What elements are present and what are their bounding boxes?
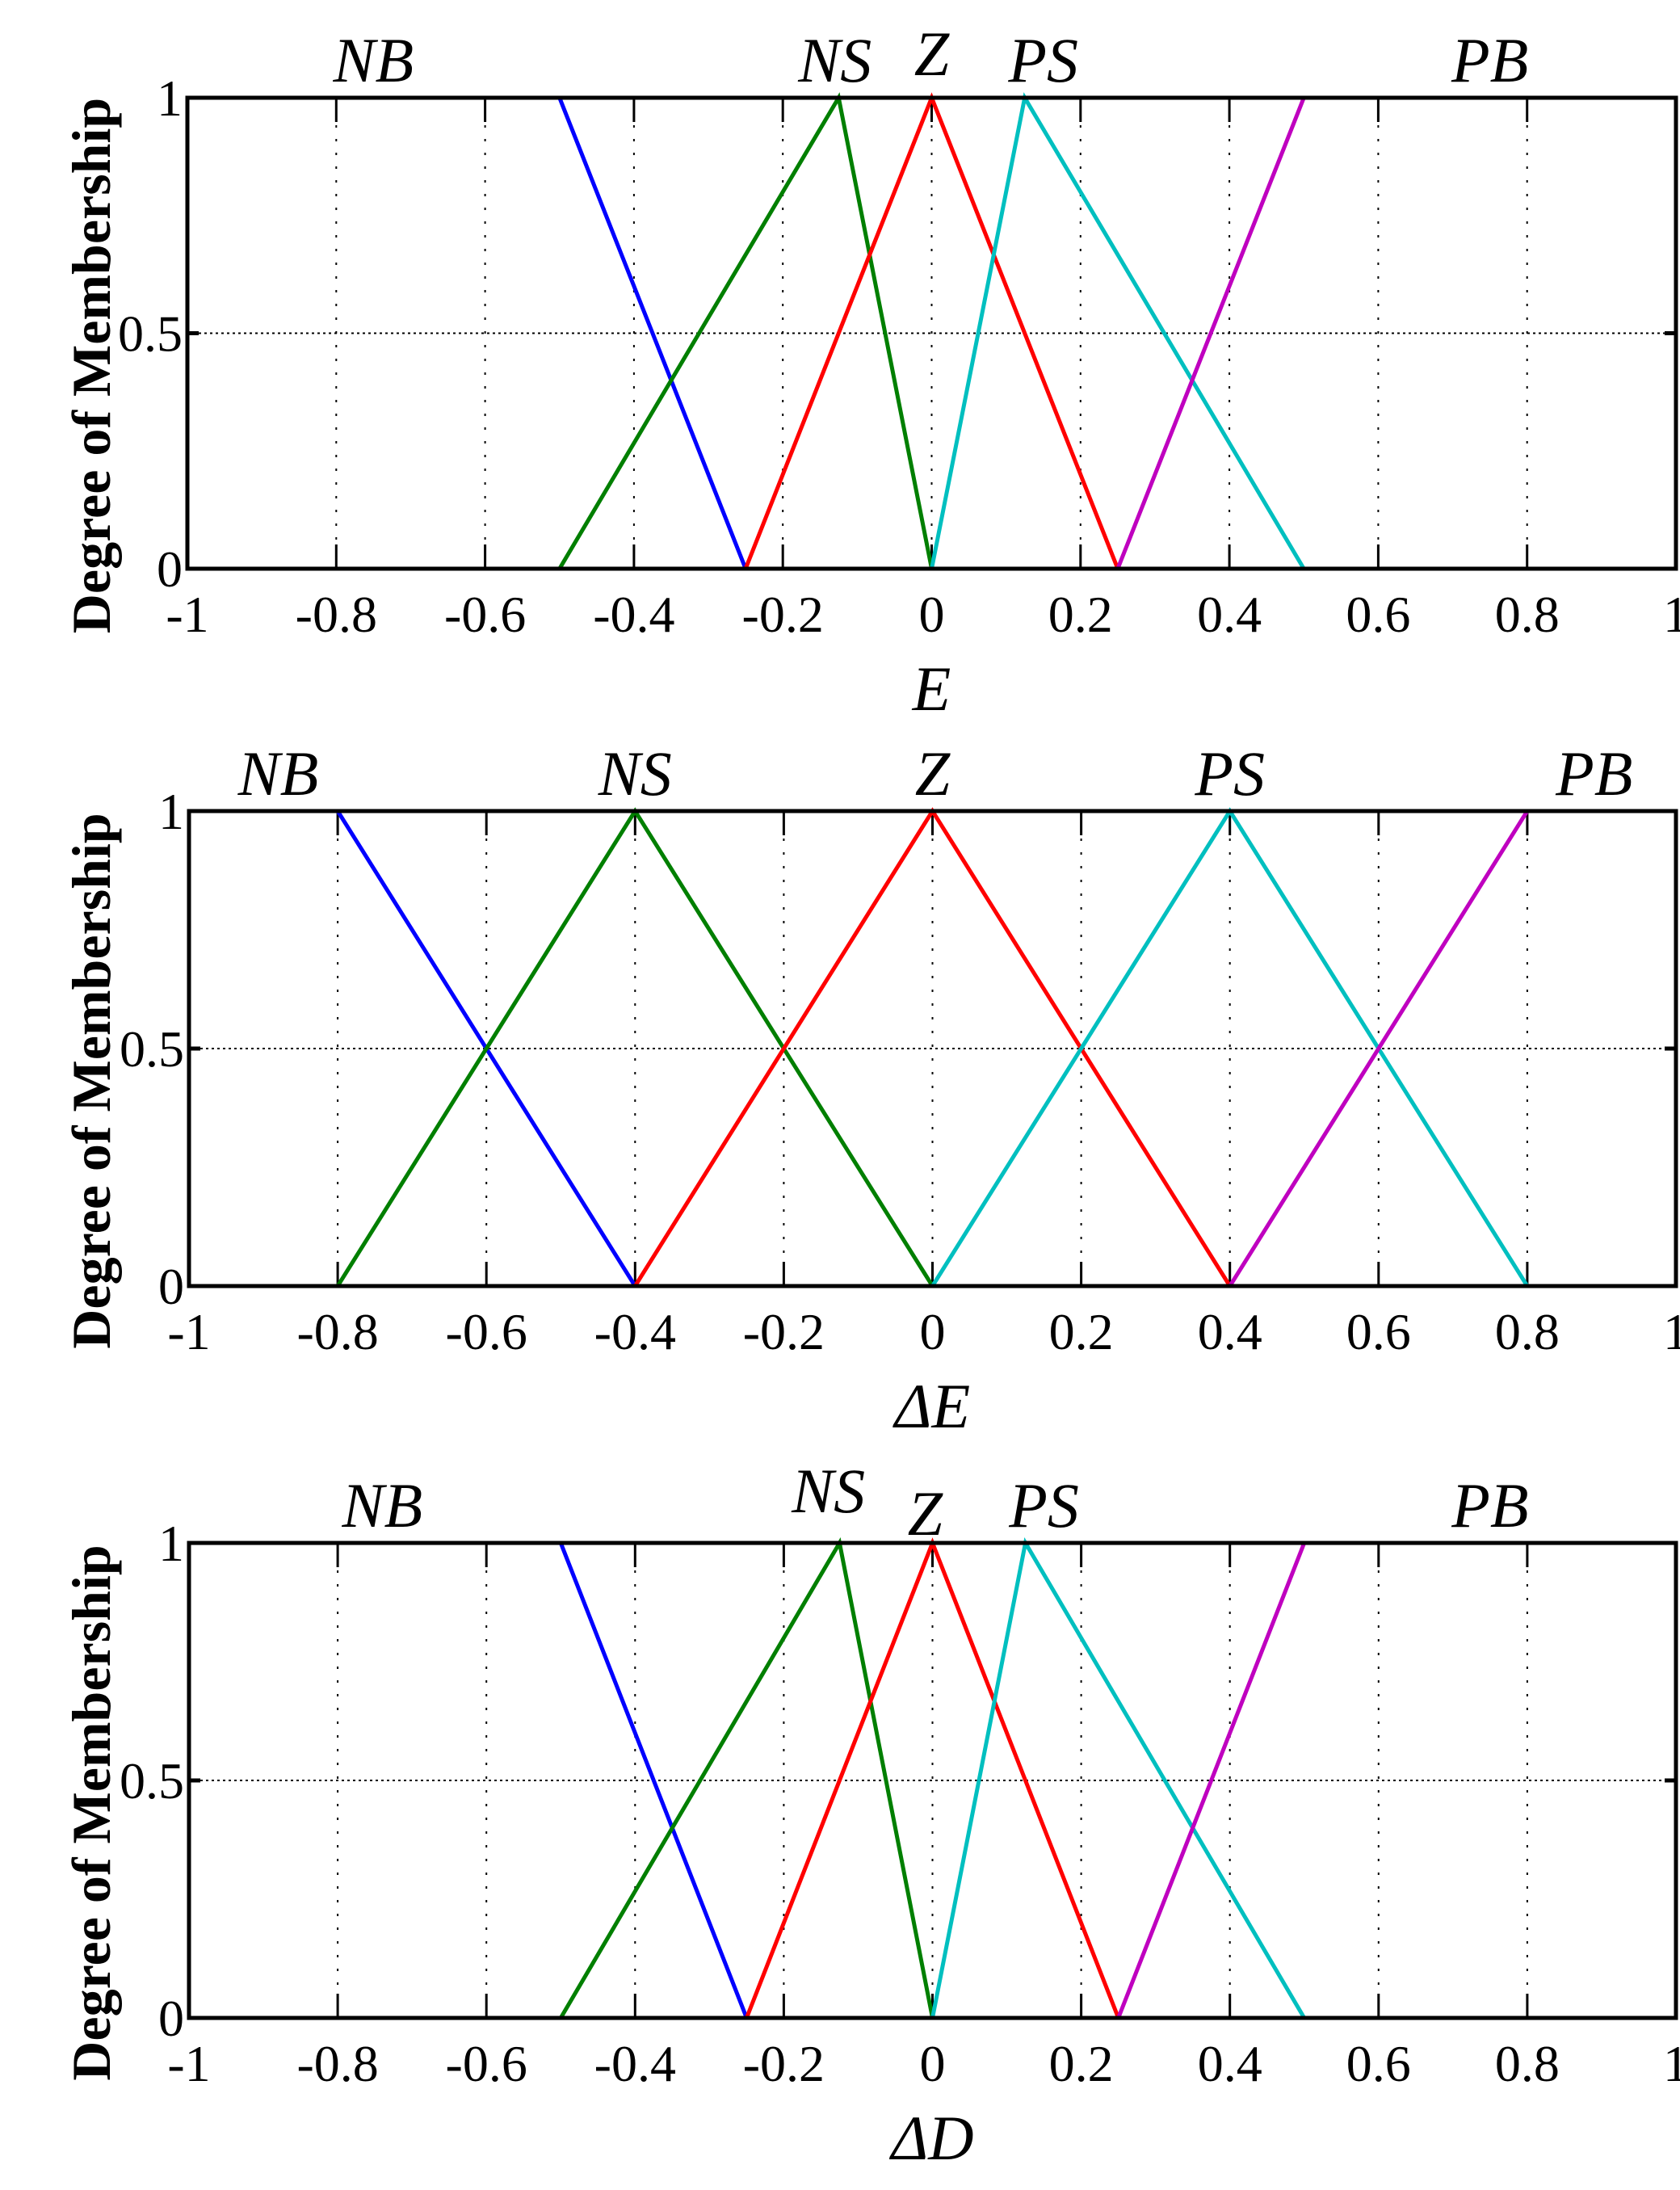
series-label-pb: PB: [1451, 25, 1528, 95]
x-tick-label: 0.6: [1346, 2035, 1411, 2092]
x-tick-label: -0.2: [743, 2035, 825, 2092]
x-tick-label: -0.6: [444, 586, 526, 643]
x-tick-label: 0.2: [1048, 586, 1113, 643]
chart-panel-2: -1 -0.8 -0.6 -0.4 -0.2 0 0.2 0.4 0.6 0.8 1 0 0.5 1 NB N…: [61, 738, 1680, 1441]
x-tick-label: 0.8: [1495, 586, 1560, 643]
x-tick-label: -0.4: [594, 1303, 676, 1360]
y-axis-label: Degree of Membership: [61, 98, 122, 633]
y-tick-label: 1: [158, 1515, 184, 1572]
x-tick-label: -0.4: [594, 2035, 676, 2092]
y-tick-label: 0.5: [120, 1752, 184, 1810]
series-label-nb: NB: [333, 25, 414, 95]
x-axis-label: ΔE: [892, 1371, 970, 1441]
chart-panel-1: -1 -0.8 -0.6 -0.4 -0.2 0 0.2 0.4 0.6 0.8 1 0 0.5 1 NB N…: [61, 19, 1680, 724]
x-tick-label: -1: [167, 1303, 210, 1360]
x-tick-label: -0.8: [296, 2035, 378, 2092]
series-label-nb: NB: [237, 738, 319, 809]
y-tick-label: 1: [158, 783, 184, 840]
y-tick-label: 0.5: [118, 305, 183, 363]
x-tick-label: 0.8: [1495, 1303, 1560, 1360]
axes-frame: [185, 95, 1678, 571]
x-tick-label: 1: [1663, 586, 1680, 643]
y-tick-label: 0.5: [120, 1020, 184, 1078]
y-tick-label: 0: [158, 1258, 184, 1315]
x-tick-label: -0.6: [446, 1303, 527, 1360]
y-axis-label: Degree of Membership: [61, 813, 122, 1348]
x-axis-label: ΔD: [888, 2103, 973, 2173]
x-tick-label: 0.2: [1049, 1303, 1114, 1360]
series-line-pb: [189, 1541, 1676, 2020]
series-line-ps: [189, 1537, 1676, 2020]
series-label-z: Z: [915, 738, 951, 809]
chart-panel-3: -1 -0.8 -0.6 -0.4 -0.2 0 0.2 0.4 0.6 0.8 1 0 0.5 1 NB N…: [61, 1456, 1680, 2173]
series-line-pb: [189, 809, 1676, 1288]
x-tick-label: -0.8: [296, 1303, 378, 1360]
series-label-ns: NS: [791, 1456, 865, 1526]
series-label-ps: PS: [1007, 25, 1078, 95]
x-tick-label: -0.8: [296, 586, 377, 643]
series-line-nb: [189, 809, 1676, 1288]
x-tick-label: 1: [1663, 1303, 1680, 1360]
x-tick-label: -0.4: [593, 586, 674, 643]
series-line-ps: [189, 807, 1676, 1288]
series-line-z: [189, 1537, 1676, 2020]
x-tick-label: 0.8: [1495, 2035, 1560, 2092]
series-label-ns: NS: [797, 25, 872, 95]
series-label-pb: PB: [1451, 1470, 1528, 1541]
axes-frame: [187, 1541, 1678, 2020]
x-tick-label: -1: [167, 2035, 210, 2092]
x-tick-label: 1: [1663, 2035, 1680, 2092]
series-label-ns: NS: [598, 738, 672, 809]
y-tick-label: 0: [158, 1990, 184, 2047]
x-tick-label: -0.2: [743, 1303, 825, 1360]
y-tick-label: 0: [157, 540, 183, 598]
series-label-pb: PB: [1555, 738, 1632, 809]
x-tick-label: 0: [920, 2035, 946, 2092]
series-line-nb: [189, 1541, 1676, 2020]
x-tick-label: 0.6: [1346, 1303, 1411, 1360]
x-tick-label: 0.2: [1049, 2035, 1114, 2092]
x-tick-label: -0.2: [742, 586, 824, 643]
x-tick-label: 0.4: [1198, 2035, 1262, 2092]
y-axis-label: Degree of Membership: [61, 1545, 122, 2080]
series-label-ps: PS: [1194, 738, 1265, 809]
series-line-z: [189, 807, 1676, 1288]
y-tick-label: 1: [157, 69, 183, 127]
series-label-z: Z: [908, 1478, 944, 1549]
x-tick-label: -1: [166, 586, 208, 643]
series-label-z: Z: [914, 19, 951, 89]
series-label-nb: NB: [341, 1470, 422, 1541]
x-tick-label: 0: [919, 586, 945, 643]
series-line-ns: [189, 1537, 1676, 2020]
axes-frame: [187, 809, 1678, 1288]
x-tick-label: 0: [920, 1303, 946, 1360]
x-axis-label: E: [912, 654, 951, 724]
x-tick-label: 0.4: [1198, 1303, 1262, 1360]
series-line-ns: [189, 807, 1676, 1288]
series-label-ps: PS: [1008, 1470, 1079, 1541]
x-tick-label: -0.6: [446, 2035, 527, 2092]
x-tick-label: 0.6: [1346, 586, 1410, 643]
x-tick-label: 0.4: [1197, 586, 1262, 643]
